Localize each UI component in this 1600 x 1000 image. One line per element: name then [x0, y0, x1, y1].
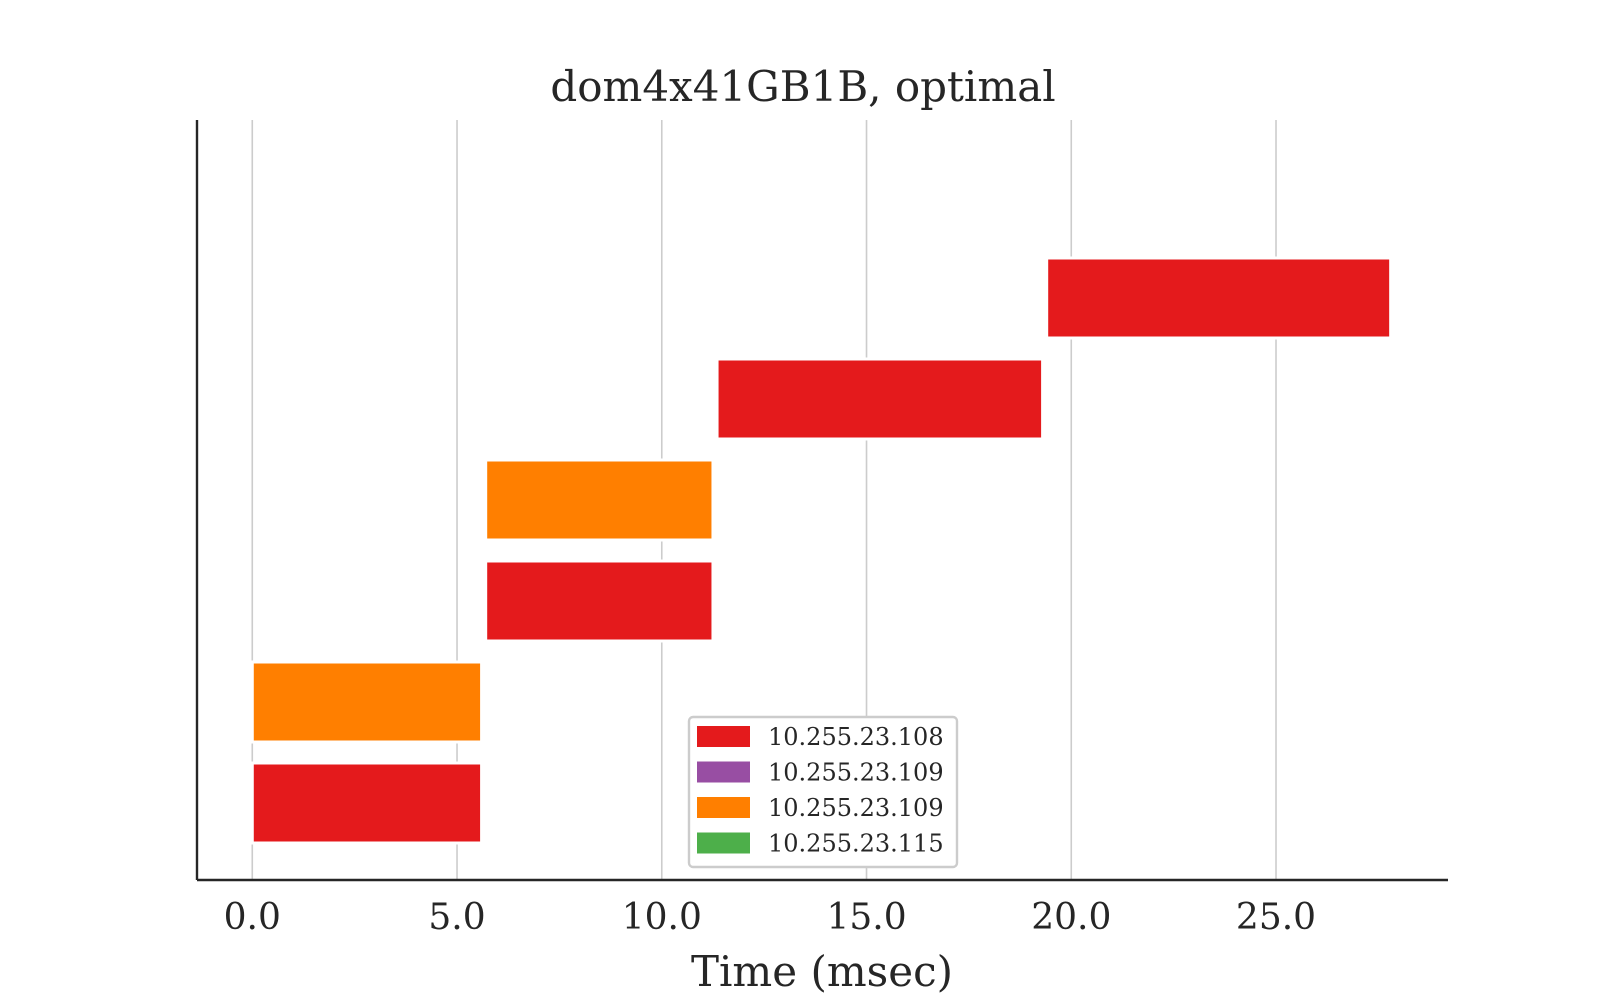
task-bar-3	[484, 458, 715, 542]
task-bar-5	[1045, 256, 1393, 340]
x-tick-label-4: 20.0	[1031, 897, 1111, 938]
legend-swatch-0	[697, 726, 750, 747]
legend-label-0: 10.255.23.108	[768, 723, 944, 751]
x-tick-label-0: 0.0	[224, 897, 281, 938]
task-bar-4	[715, 357, 1045, 441]
legend-swatch-3	[697, 832, 750, 854]
legend-frame	[687, 715, 959, 869]
task-bar-0	[250, 761, 484, 845]
x-tick-label-3: 15.0	[826, 897, 906, 938]
task-bar-1	[250, 660, 484, 744]
legend-label-1: 10.255.23.109	[768, 759, 944, 787]
legend-label-3: 10.255.23.115	[768, 830, 944, 858]
legend-swatch-1	[697, 761, 750, 783]
task-bar-2	[484, 559, 715, 643]
x-tick-label-1: 5.0	[428, 897, 485, 938]
legend-label-2: 10.255.23.109	[768, 794, 944, 822]
axes	[195, 120, 1448, 882]
legend-swatch-2	[697, 797, 750, 818]
x-tick-label-2: 10.0	[622, 897, 702, 938]
task-bars	[250, 256, 1393, 845]
x-tick-label-5: 25.0	[1236, 897, 1316, 938]
legend: 10.255.23.108 10.255.23.109 10.255.23.109 1…	[687, 715, 959, 869]
x-tick-labels: 0.0 5.0 10.0 15.0 20.0 25.0	[224, 897, 1316, 938]
x-axis-label: Time (msec)	[691, 947, 953, 996]
chart-title: dom4x41GB1B, optimal	[550, 62, 1055, 111]
